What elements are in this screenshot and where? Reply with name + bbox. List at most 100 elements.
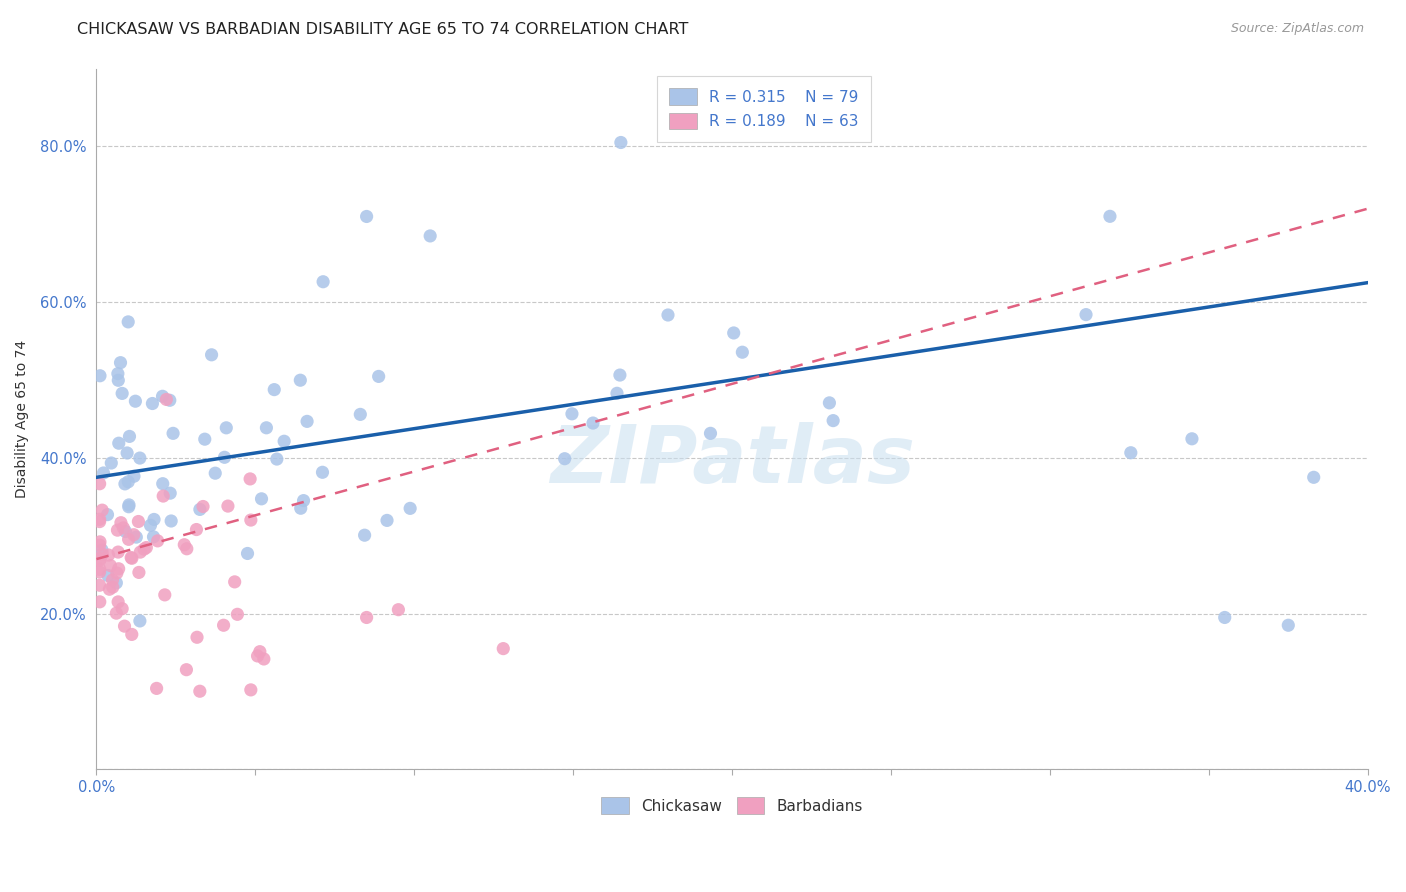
Point (273, 434, 295, 449)
Point (89, 565, 111, 579)
Point (367, 369, 389, 384)
Legend: Chickasaw, Barbadians: Chickasaw, Barbadians (591, 787, 873, 825)
Point (356, 610, 378, 624)
Point (152, 389, 174, 403)
Point (93, 466, 115, 480)
Point (100, 456, 122, 470)
Point (356, 210, 378, 224)
Point (1213, 610, 1236, 624)
Point (139, 518, 162, 533)
Point (111, 601, 134, 615)
Point (375, 513, 398, 527)
Point (110, 516, 132, 530)
Point (699, 426, 721, 441)
Point (246, 648, 269, 663)
Point (128, 614, 150, 628)
Point (107, 373, 129, 387)
Point (111, 386, 134, 401)
Point (110, 356, 132, 370)
Point (492, 641, 515, 656)
Point (818, 396, 841, 410)
Point (128, 451, 150, 466)
Point (250, 491, 273, 506)
Point (239, 682, 262, 697)
Point (387, 602, 409, 616)
Point (96, 508, 118, 522)
Point (114, 524, 136, 539)
Point (105, 575, 128, 590)
Text: Source: ZipAtlas.com: Source: ZipAtlas.com (1230, 22, 1364, 36)
Point (120, 550, 142, 565)
Point (214, 450, 236, 465)
Point (215, 421, 238, 435)
Point (98, 582, 121, 597)
Point (254, 421, 277, 435)
Point (105, 606, 128, 620)
Point (89, 578, 111, 592)
Point (127, 515, 149, 529)
Point (606, 386, 628, 401)
Point (295, 414, 318, 428)
Point (224, 574, 246, 589)
Point (125, 530, 148, 544)
Point (1098, 210, 1121, 224)
Point (132, 542, 155, 557)
Point (121, 627, 143, 641)
Point (107, 523, 129, 537)
Point (353, 528, 375, 542)
Point (1181, 432, 1204, 446)
Point (97, 548, 120, 562)
Point (204, 466, 226, 480)
Point (124, 394, 146, 409)
Point (349, 408, 371, 422)
Point (101, 580, 124, 594)
Point (609, 368, 631, 382)
Point (118, 500, 141, 514)
Point (236, 546, 259, 560)
Point (1074, 308, 1097, 322)
Point (89, 515, 111, 529)
Point (141, 396, 163, 410)
Point (89, 534, 111, 549)
Y-axis label: Disability Age 65 to 74: Disability Age 65 to 74 (15, 340, 30, 498)
Point (162, 426, 184, 441)
Point (135, 541, 157, 555)
Point (176, 663, 198, 677)
Point (723, 326, 745, 340)
Point (100, 558, 122, 573)
Point (89, 538, 111, 552)
Point (121, 551, 143, 566)
Point (290, 373, 312, 387)
Point (823, 414, 845, 428)
Point (122, 527, 145, 541)
Point (186, 523, 208, 537)
Point (188, 502, 211, 516)
Point (657, 308, 679, 322)
Point (200, 348, 222, 362)
Point (153, 588, 176, 602)
Point (91, 543, 114, 558)
Point (239, 472, 262, 486)
Point (143, 512, 166, 526)
Point (117, 315, 139, 329)
Point (115, 446, 138, 460)
Point (263, 383, 285, 397)
Point (226, 607, 249, 622)
Point (191, 500, 214, 514)
Point (249, 645, 271, 659)
Point (160, 514, 183, 528)
Point (107, 562, 129, 576)
Point (176, 541, 198, 556)
Point (253, 652, 276, 666)
Point (89, 595, 111, 609)
Point (266, 452, 288, 467)
Point (112, 521, 135, 535)
Point (610, 136, 633, 150)
Text: CHICKASAW VS BARBADIAN DISABILITY AGE 65 TO 74 CORRELATION CHART: CHICKASAW VS BARBADIAN DISABILITY AGE 65… (77, 22, 689, 37)
Point (89, 562, 111, 576)
Point (89, 551, 111, 566)
Point (129, 545, 152, 559)
Point (419, 228, 441, 243)
Point (105, 566, 128, 580)
Point (89, 553, 111, 567)
